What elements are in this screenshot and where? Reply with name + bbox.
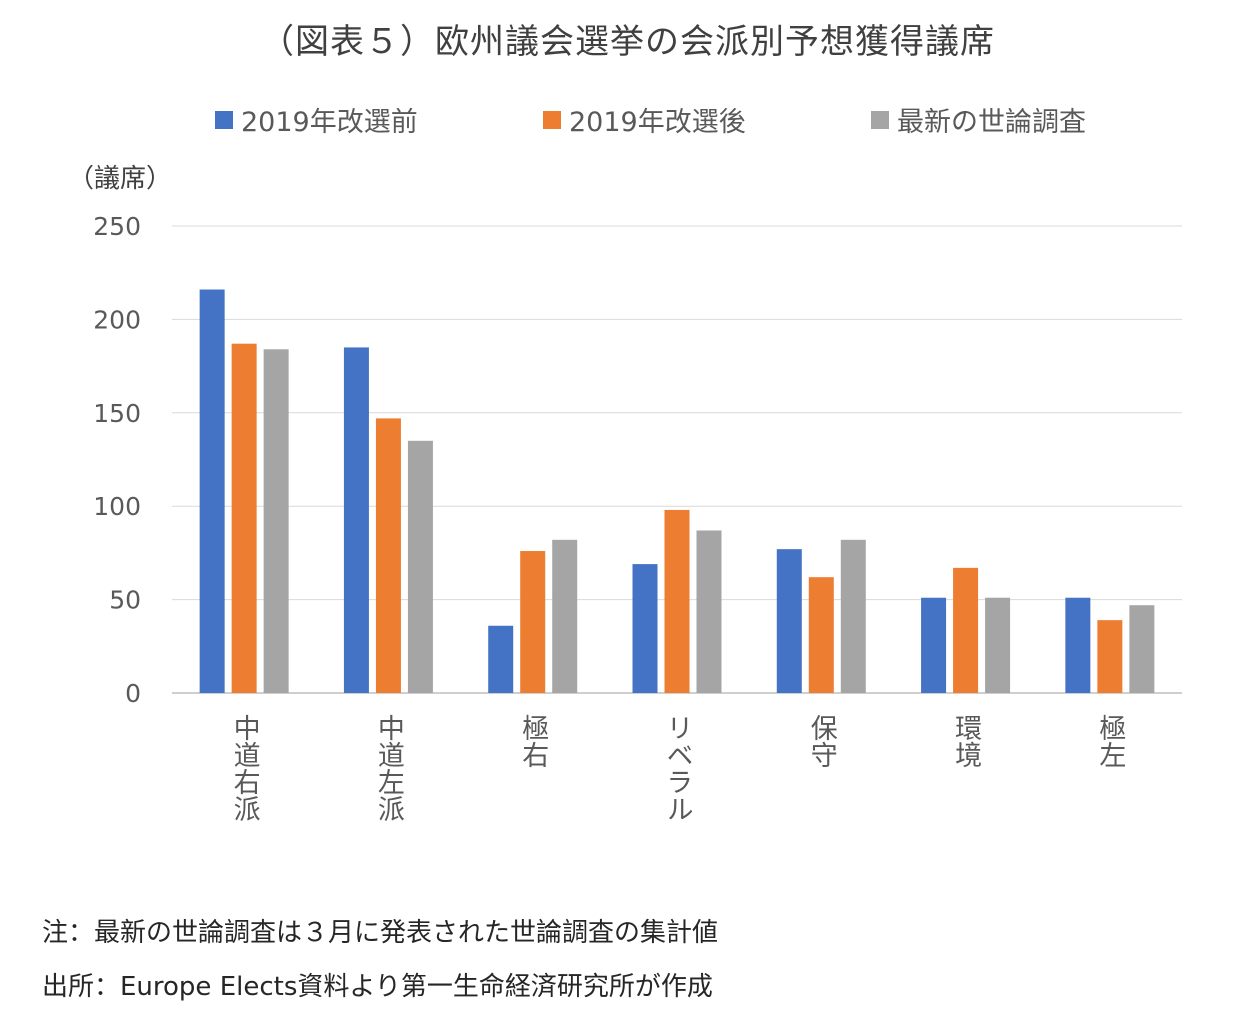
bar-0-2	[263, 349, 289, 693]
bar-6-0	[1065, 597, 1091, 693]
bar-5-2	[985, 597, 1011, 693]
x-category-label-5: 環境	[950, 714, 982, 768]
y-tick-label-150: 150	[93, 399, 141, 428]
bar-3-1	[664, 509, 690, 693]
legend-swatch-before	[215, 110, 233, 129]
bar-4-2	[840, 539, 866, 693]
bar-5-0	[921, 597, 947, 693]
y-tick-label-200: 200	[93, 305, 141, 334]
bar-6-1	[1097, 620, 1123, 693]
bar-2-0	[488, 625, 514, 693]
bar-1-2	[407, 440, 433, 693]
bar-4-1	[808, 577, 834, 693]
bar-3-0	[632, 564, 658, 693]
x-category-label-4: 保守	[806, 714, 838, 768]
bar-3-2	[696, 530, 722, 693]
y-tick-label-100: 100	[93, 492, 141, 521]
bar-4-0	[776, 549, 802, 693]
footnote-note: 注：最新の世論調査は３月に発表された世論調査の集計値	[42, 918, 719, 948]
x-category-label-1: 中道左派	[373, 714, 405, 822]
x-category-label-3: リベラル	[662, 714, 693, 822]
chart-title: （図表５）欧州議会選挙の会派別予想獲得議席	[260, 22, 995, 62]
legend-item-after: 2019年改選後	[543, 100, 746, 139]
bar-0-0	[199, 289, 225, 693]
bar-2-1	[520, 551, 546, 693]
y-tick-label-250: 250	[93, 212, 141, 241]
y-tick-label-50: 50	[109, 586, 141, 615]
legend-item-before: 2019年改選前	[215, 100, 418, 139]
x-category-label-0: 中道右派	[229, 714, 261, 822]
footnote-source: 出所：Europe Elects資料より第一生命経済研究所が作成	[42, 972, 713, 1002]
legend-label-poll: 最新の世論調査	[897, 107, 1086, 138]
bar-5-1	[953, 567, 979, 693]
legend-swatch-after	[543, 110, 561, 129]
y-tick-label-0: 0	[125, 679, 141, 708]
x-category-label-6: 極左	[1094, 714, 1126, 768]
legend-label-before: 2019年改選前	[241, 107, 418, 138]
legend: 2019年改選前 2019年改選後 最新の世論調査	[0, 100, 1255, 140]
x-category-label-2: 極右	[517, 714, 549, 768]
y-axis-unit-label: （議席）	[68, 164, 173, 194]
bar-6-2	[1129, 605, 1155, 693]
bar-2-2	[552, 539, 578, 693]
legend-item-poll: 最新の世論調査	[871, 100, 1086, 139]
bar-1-0	[343, 347, 369, 693]
legend-label-after: 2019年改選後	[569, 107, 746, 138]
bar-chart-plot: 0 50 100 150 200 250 中道右派 中道左派 極右 リベラル 保守 環境 極左	[93, 212, 1182, 822]
bar-1-1	[375, 418, 401, 693]
bar-0-1	[231, 343, 257, 693]
legend-swatch-poll	[871, 110, 889, 129]
